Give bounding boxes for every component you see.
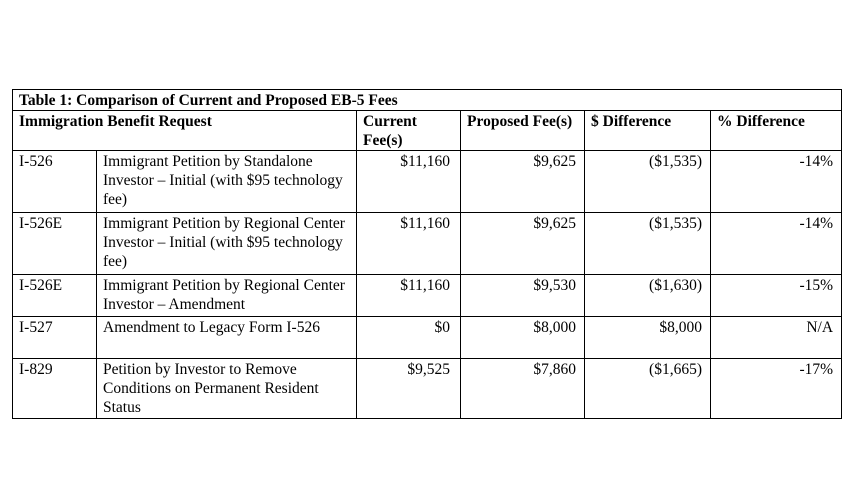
table-header-row: Immigration Benefit Request Current Fee(…	[12, 110, 843, 151]
proposed-fee: $9,625	[460, 150, 585, 213]
form-code: I-526E	[12, 212, 97, 275]
table-caption: Table 1: Comparison of Current and Propo…	[11, 89, 843, 111]
current-fee: $0	[356, 316, 461, 359]
fee-comparison-table: Table 1: Comparison of Current and Propo…	[11, 89, 843, 419]
percent-difference: -14%	[709, 150, 843, 213]
percent-difference: -14%	[709, 212, 843, 275]
dollar-difference: ($1,535)	[584, 212, 711, 275]
percent-difference: -15%	[709, 274, 843, 317]
table-row: I-526E Immigrant Petition by Regional Ce…	[12, 212, 843, 275]
form-description: Immigrant Petition by Regional Center In…	[96, 212, 357, 275]
current-fee: $11,160	[356, 150, 461, 213]
proposed-fee: $9,625	[460, 212, 585, 275]
table-row: I-526E Immigrant Petition by Regional Ce…	[12, 274, 843, 317]
table-row: I-829 Petition by Investor to Remove Con…	[12, 358, 843, 419]
header-proposed: Proposed Fee(s)	[460, 110, 585, 151]
current-fee: $9,525	[356, 358, 461, 419]
table-row: I-526 Immigrant Petition by Standalone I…	[12, 150, 843, 213]
form-code: I-526	[12, 150, 97, 213]
header-dollar-difference: $ Difference	[584, 110, 711, 151]
dollar-difference: ($1,630)	[584, 274, 711, 317]
form-description: Immigrant Petition by Standalone Investo…	[96, 150, 357, 213]
header-request: Immigration Benefit Request	[12, 110, 357, 151]
percent-difference: -17%	[709, 358, 843, 419]
proposed-fee: $9,530	[460, 274, 585, 317]
dollar-difference: ($1,665)	[584, 358, 711, 419]
percent-difference: N/A	[709, 316, 843, 359]
form-description: Petition by Investor to Remove Condition…	[96, 358, 357, 419]
table-caption-row: Table 1: Comparison of Current and Propo…	[11, 89, 843, 111]
fee-comparison-table-container: Table 1: Comparison of Current and Propo…	[11, 89, 843, 419]
current-fee: $11,160	[356, 274, 461, 317]
table-row: I-527 Amendment to Legacy Form I-526 $0 …	[12, 316, 843, 359]
header-percent-difference: % Difference	[709, 110, 843, 151]
form-code: I-527	[12, 316, 97, 359]
form-description: Immigrant Petition by Regional Center In…	[96, 274, 357, 317]
proposed-fee: $8,000	[460, 316, 585, 359]
dollar-difference: ($1,535)	[584, 150, 711, 213]
form-code: I-829	[12, 358, 97, 419]
form-code: I-526E	[12, 274, 97, 317]
proposed-fee: $7,860	[460, 358, 585, 419]
dollar-difference: $8,000	[584, 316, 711, 359]
header-current: Current Fee(s)	[356, 110, 461, 151]
current-fee: $11,160	[356, 212, 461, 275]
form-description: Amendment to Legacy Form I-526	[96, 316, 357, 359]
